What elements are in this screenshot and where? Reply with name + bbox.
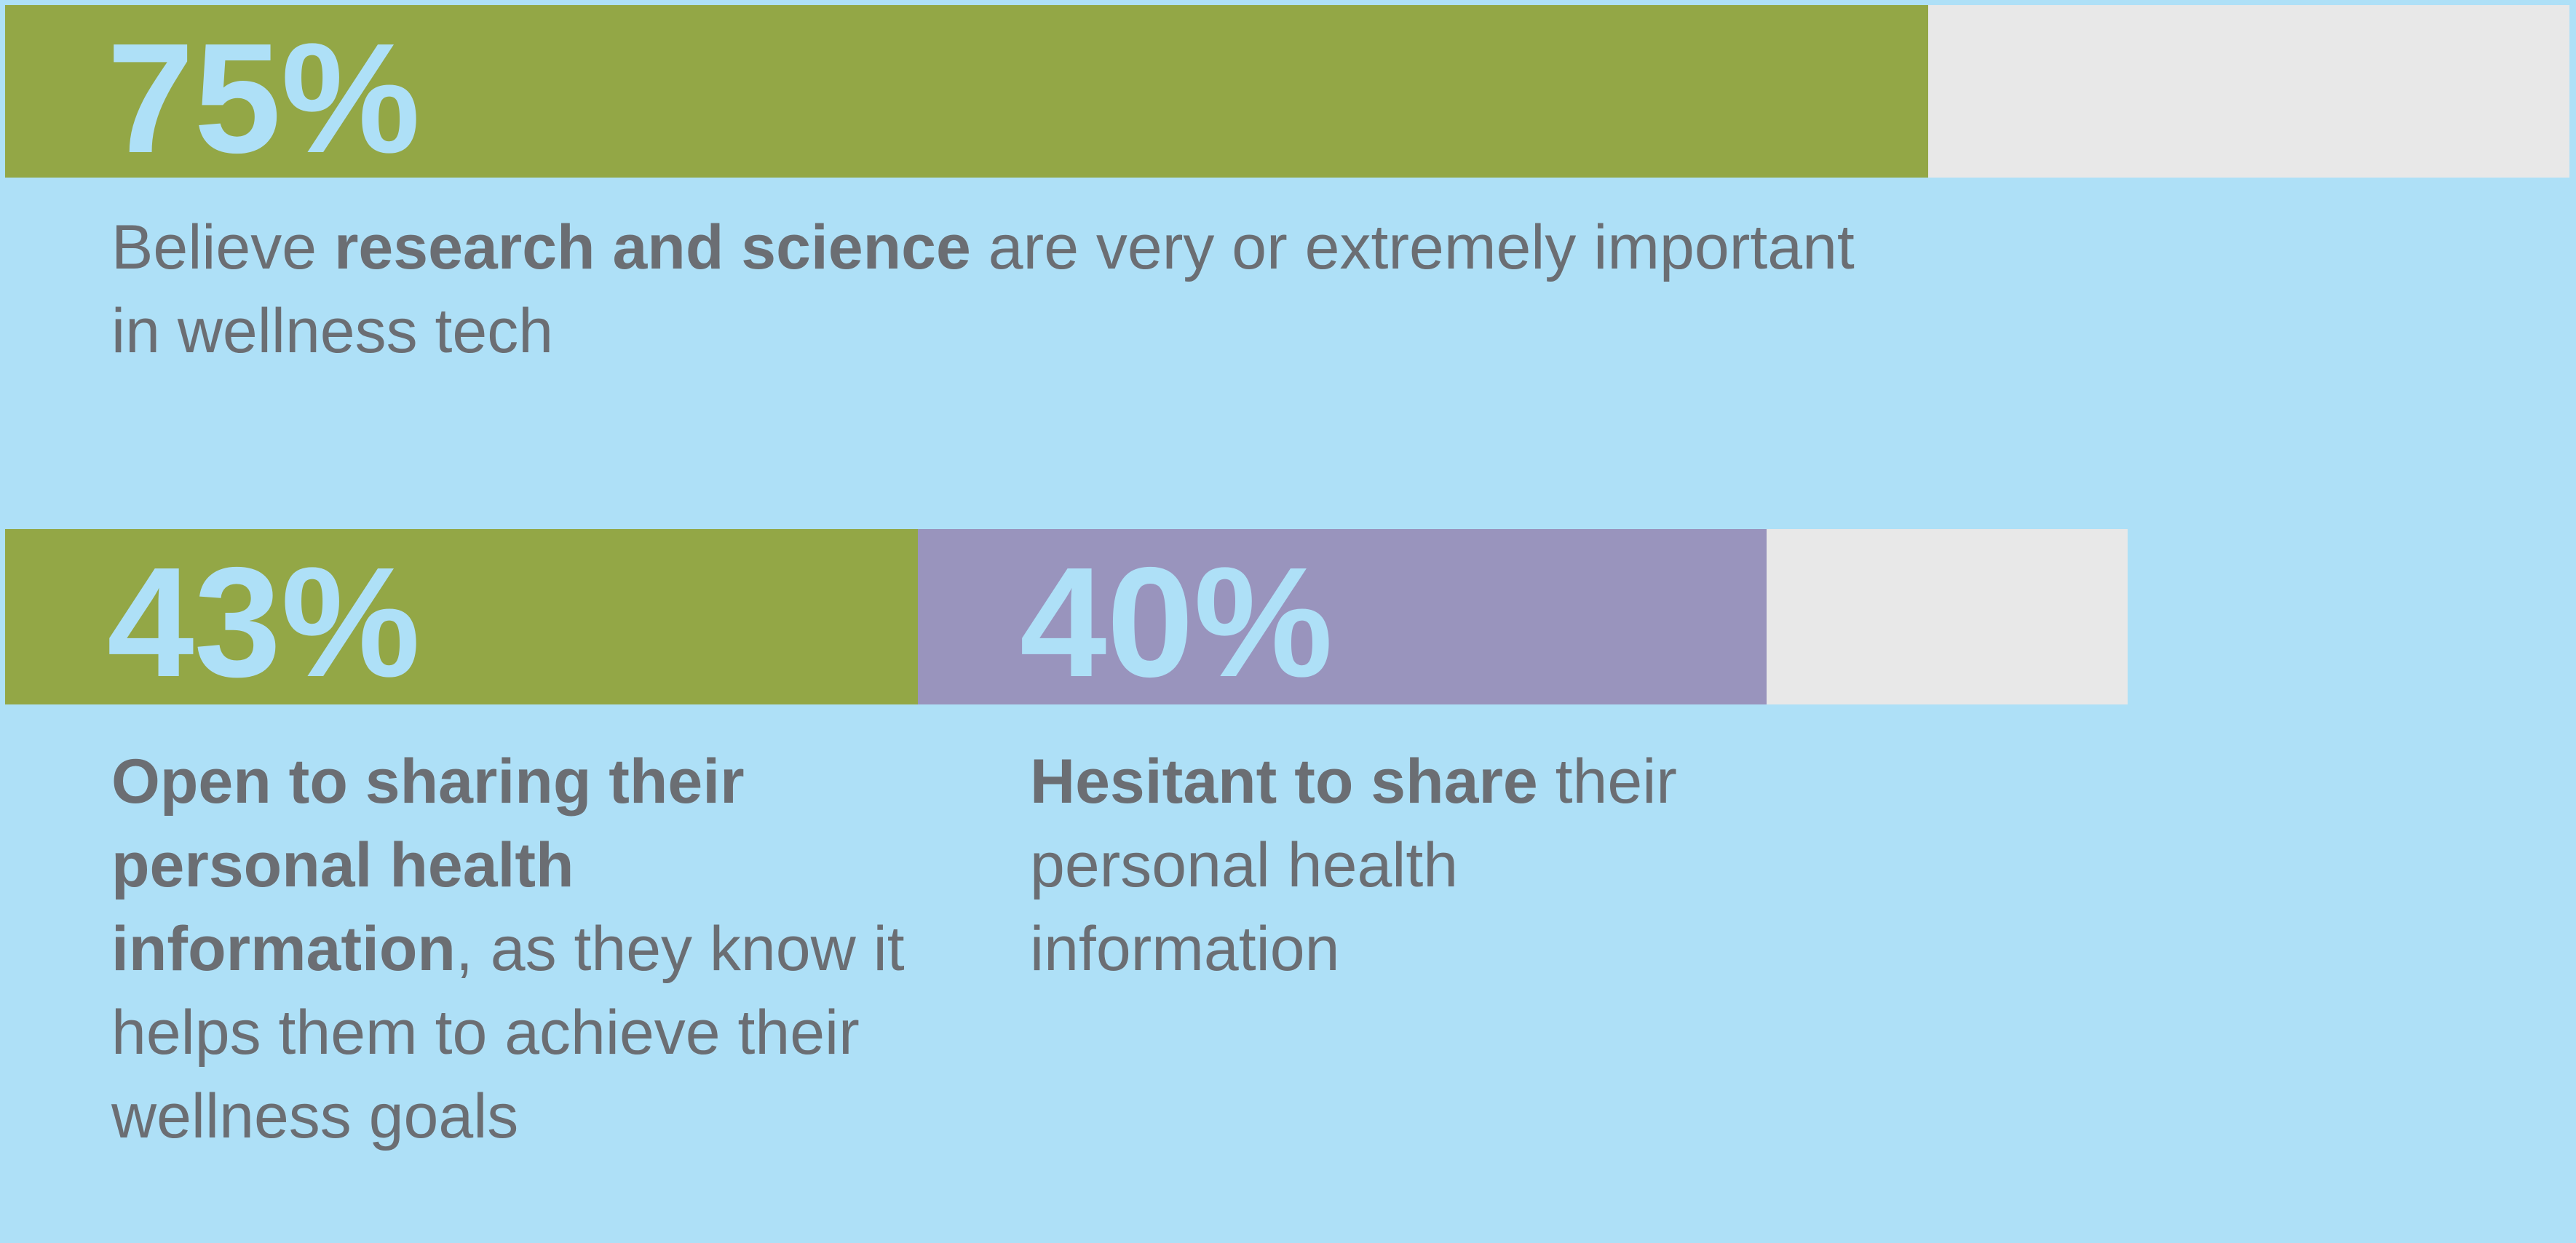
caption-bold: Hesitant to share xyxy=(1030,747,1538,817)
caption-text: are very or extremely important in welln… xyxy=(111,213,1855,366)
caption-bold: Open to sharing their personal health in… xyxy=(111,747,745,984)
caption-text: their personal health information xyxy=(1030,747,1677,984)
bar xyxy=(5,529,918,704)
bar xyxy=(917,529,1767,704)
caption-bold: research and science xyxy=(333,213,971,282)
caption-text: Believe xyxy=(111,213,334,282)
caption: Believe research and science are very or… xyxy=(111,206,1895,373)
caption: Open to sharing their personal health in… xyxy=(111,740,934,1159)
percent-label: 43% xyxy=(107,534,421,710)
bar xyxy=(5,5,1929,178)
caption: Hesitant to share their personal health … xyxy=(1030,740,1714,991)
percent-label: 40% xyxy=(1019,534,1333,710)
caption-text: , as they know it helps them to achieve … xyxy=(111,914,905,1151)
percent-label: 75% xyxy=(107,10,421,186)
